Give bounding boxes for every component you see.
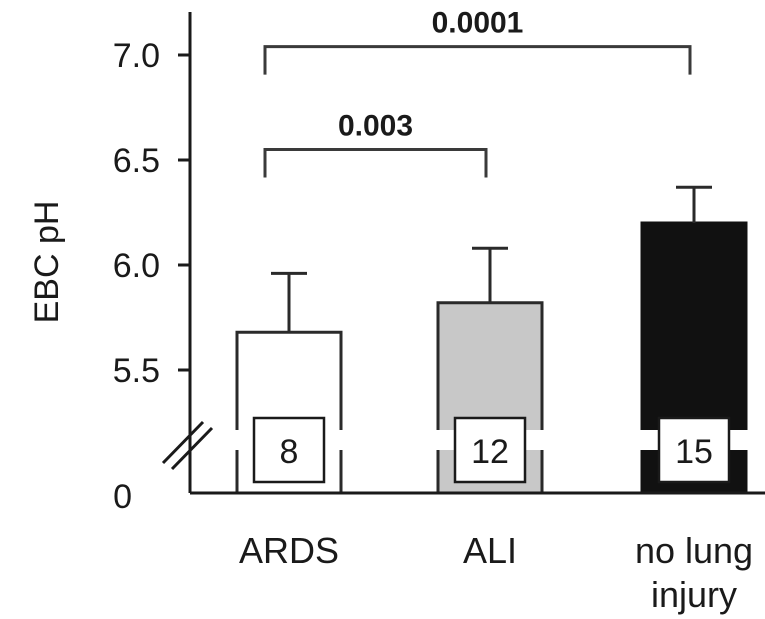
sample-size-box: [252, 416, 326, 484]
bar-outline-lower: [640, 450, 748, 493]
sample-size-labels: 8 12 15: [252, 416, 731, 484]
significance-bracket: [263, 45, 692, 75]
x-category-label: ALI: [463, 530, 517, 571]
bar-outline-lower: [436, 450, 544, 493]
y-tick-label: 6.0: [113, 247, 160, 285]
x-category-label: no lung: [635, 530, 753, 571]
y-tick-label: 5.5: [113, 352, 160, 390]
error-bars: [271, 185, 712, 333]
axis-break-mark: [170, 426, 214, 471]
sample-size-box: [453, 416, 527, 484]
sample-size-label: 8: [280, 433, 299, 471]
bar-outline-lower: [235, 450, 343, 493]
p-value-label: 0.0001: [432, 7, 524, 40]
x-category-label: ARDS: [239, 530, 339, 571]
bar: [237, 332, 341, 430]
sample-size-box: [657, 416, 731, 484]
y-zero-label: 0: [113, 478, 132, 516]
bar: [642, 223, 746, 430]
significance-bracket: [263, 148, 488, 178]
p-value-label: 0.003: [338, 110, 413, 143]
x-category-label: injury: [651, 574, 737, 615]
y-axis-title: EBC pH: [28, 201, 66, 324]
sample-size-label: 12: [471, 433, 509, 471]
bar: [438, 302, 542, 430]
axis-break-mark: [161, 420, 205, 465]
y-ticks: 5.5 6.0 6.5 7.0: [113, 37, 190, 390]
significance-brackets: 0.003 0.0001: [263, 7, 692, 178]
y-tick-label: 6.5: [113, 142, 160, 180]
y-tick-label: 7.0: [113, 37, 160, 75]
sample-size-label: 15: [675, 433, 713, 471]
axes: [161, 12, 765, 495]
